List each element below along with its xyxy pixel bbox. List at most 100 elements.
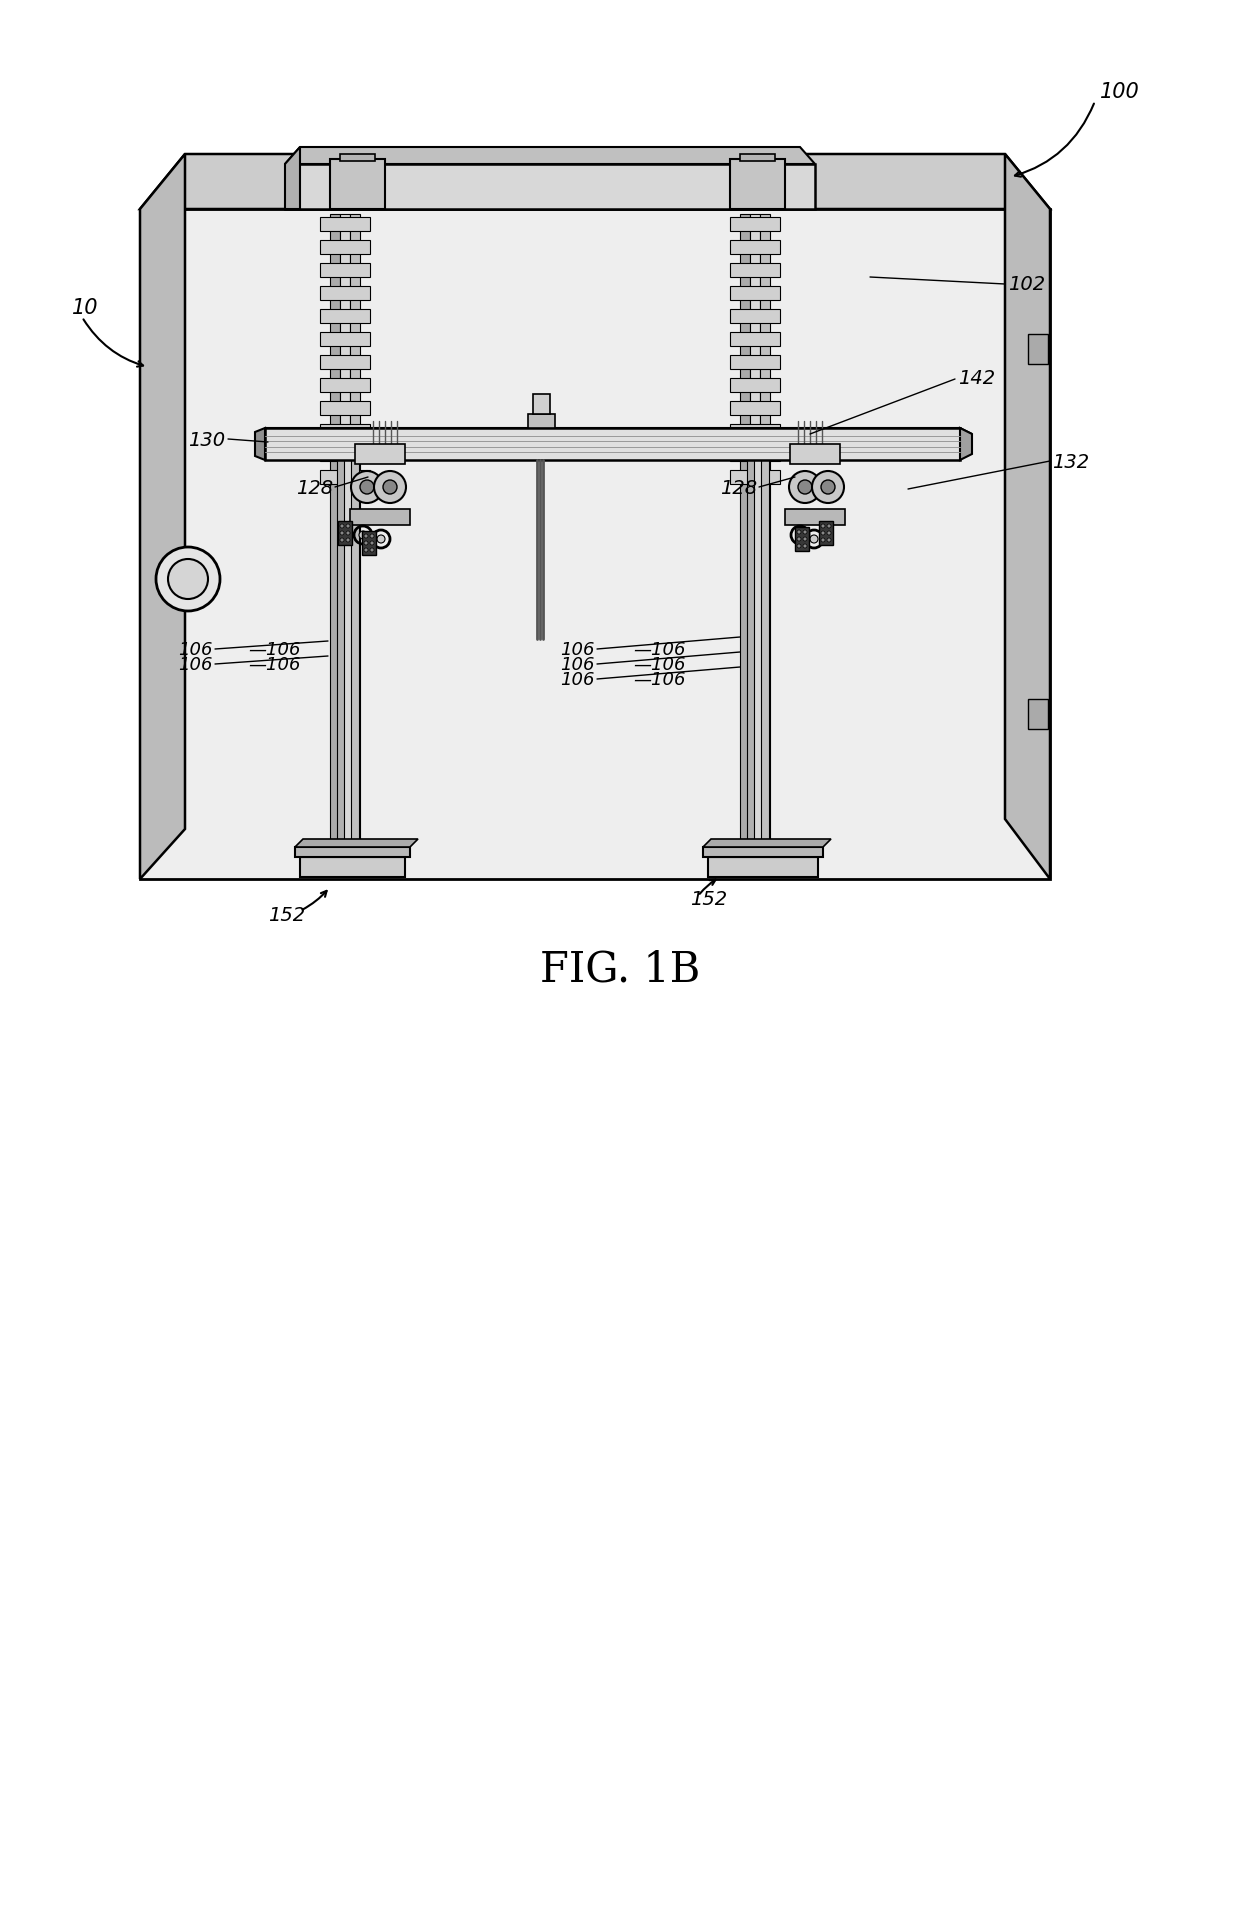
Text: —106: —106 [632, 641, 686, 658]
Text: 128: 128 [296, 479, 334, 498]
Circle shape [821, 481, 835, 494]
Circle shape [370, 534, 374, 538]
Polygon shape [343, 461, 352, 860]
Polygon shape [320, 263, 370, 278]
Polygon shape [730, 402, 780, 416]
Text: 106: 106 [179, 641, 213, 658]
Polygon shape [355, 444, 405, 465]
Polygon shape [285, 149, 815, 164]
Circle shape [360, 532, 367, 540]
Polygon shape [265, 429, 960, 461]
Polygon shape [795, 528, 808, 551]
Circle shape [370, 549, 374, 553]
Polygon shape [140, 210, 1050, 879]
Circle shape [340, 532, 343, 536]
Circle shape [167, 561, 208, 599]
Circle shape [370, 542, 374, 545]
Text: 106: 106 [560, 671, 595, 688]
Polygon shape [740, 154, 775, 162]
Circle shape [156, 547, 219, 612]
Circle shape [377, 536, 384, 543]
Text: 130: 130 [188, 431, 224, 450]
Polygon shape [340, 154, 374, 162]
Polygon shape [730, 379, 780, 393]
Polygon shape [528, 416, 556, 429]
Text: FIG. 1B: FIG. 1B [539, 948, 701, 990]
Polygon shape [140, 154, 1050, 210]
Text: —106: —106 [248, 641, 300, 658]
Polygon shape [320, 425, 370, 439]
Polygon shape [330, 215, 340, 870]
Polygon shape [708, 858, 818, 877]
Polygon shape [730, 286, 780, 301]
Polygon shape [730, 448, 780, 461]
Circle shape [340, 524, 343, 528]
Polygon shape [703, 839, 831, 847]
Circle shape [796, 532, 804, 540]
Circle shape [360, 481, 374, 494]
Text: —106: —106 [632, 671, 686, 688]
Polygon shape [351, 461, 360, 860]
Polygon shape [533, 395, 551, 416]
Polygon shape [350, 509, 410, 526]
Circle shape [827, 524, 831, 528]
Polygon shape [285, 149, 300, 210]
Circle shape [797, 545, 801, 549]
Polygon shape [320, 379, 370, 393]
Circle shape [340, 538, 343, 543]
Circle shape [804, 545, 807, 549]
Polygon shape [1028, 336, 1048, 364]
Circle shape [804, 530, 807, 534]
Circle shape [797, 538, 801, 542]
Text: —106: —106 [632, 656, 686, 673]
Polygon shape [730, 334, 780, 347]
Polygon shape [320, 357, 370, 370]
Polygon shape [1004, 154, 1050, 879]
Polygon shape [350, 215, 360, 870]
Circle shape [799, 481, 812, 494]
Circle shape [827, 538, 831, 543]
Circle shape [346, 524, 350, 528]
Polygon shape [754, 461, 763, 860]
Text: 10: 10 [72, 297, 98, 318]
Polygon shape [320, 286, 370, 301]
Text: 132: 132 [1052, 452, 1089, 471]
Polygon shape [285, 164, 815, 210]
Text: 152: 152 [268, 906, 305, 925]
Polygon shape [320, 402, 370, 416]
Polygon shape [818, 523, 833, 545]
Circle shape [346, 538, 350, 543]
Polygon shape [761, 461, 769, 860]
Polygon shape [340, 215, 350, 870]
Circle shape [365, 549, 368, 553]
Polygon shape [730, 160, 785, 210]
Polygon shape [255, 429, 265, 461]
Polygon shape [746, 461, 755, 860]
Circle shape [827, 532, 831, 536]
Polygon shape [362, 532, 376, 555]
Polygon shape [320, 309, 370, 324]
Text: 100: 100 [1100, 82, 1140, 101]
Polygon shape [730, 357, 780, 370]
Polygon shape [295, 839, 418, 847]
Circle shape [374, 471, 405, 503]
Polygon shape [330, 160, 384, 210]
Polygon shape [295, 847, 410, 858]
Circle shape [797, 530, 801, 534]
Text: 106: 106 [179, 656, 213, 673]
Circle shape [383, 481, 397, 494]
Circle shape [789, 471, 821, 503]
Polygon shape [265, 429, 972, 435]
Polygon shape [960, 429, 972, 461]
Text: 128: 128 [720, 479, 756, 498]
Circle shape [351, 471, 383, 503]
Polygon shape [760, 215, 770, 870]
Polygon shape [320, 240, 370, 256]
Polygon shape [320, 448, 370, 461]
Circle shape [821, 532, 825, 536]
Polygon shape [730, 217, 780, 233]
Circle shape [821, 524, 825, 528]
Circle shape [821, 538, 825, 543]
Polygon shape [730, 309, 780, 324]
Polygon shape [300, 858, 405, 877]
